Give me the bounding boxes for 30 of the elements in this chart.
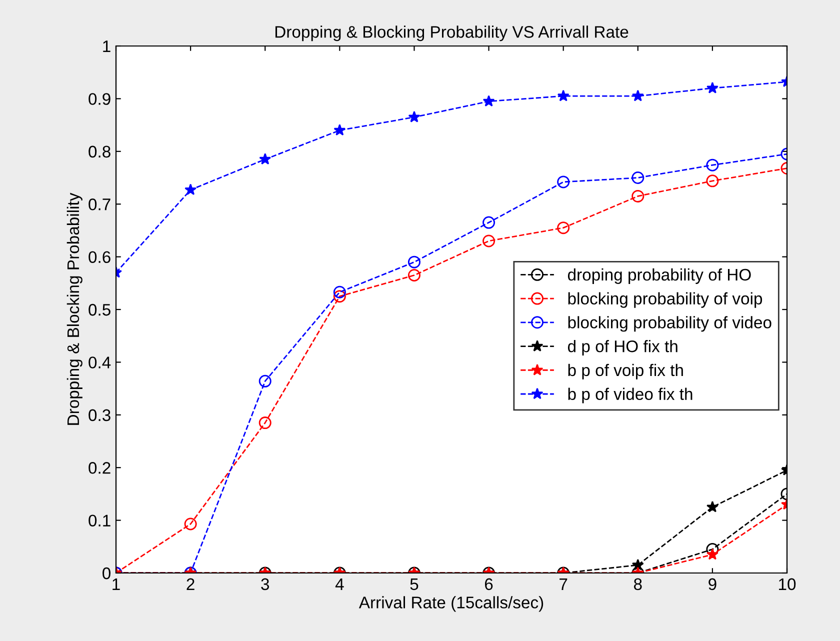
legend-label: blocking probability of video (568, 316, 772, 332)
y-tick-label: 0.4 (88, 356, 111, 368)
x-tick-label: 9 (708, 578, 716, 590)
x-tick-label: 7 (560, 578, 568, 590)
legend-label: droping probability of HO (568, 268, 751, 284)
y-tick-label: 1 (103, 40, 110, 52)
y-tick-label: 0.9 (88, 93, 110, 105)
legend-label: d p of HO fix th (568, 340, 678, 356)
x-tick-label: 2 (186, 578, 194, 590)
y-tick-label: 0.6 (88, 251, 110, 264)
x-tick-label: 4 (335, 578, 344, 590)
y-tick-label: 0.8 (88, 146, 110, 158)
y-axis-title: Dropping & Blocking Probability (66, 192, 82, 425)
legend-label: blocking probability of voip (568, 292, 762, 308)
x-tick-label: 3 (261, 578, 270, 590)
x-tick-label: 6 (484, 578, 493, 590)
y-tick-label: 0.1 (88, 514, 110, 527)
legend-label: b p of voip fix th (568, 364, 683, 380)
y-tick-label: 0 (102, 567, 110, 580)
x-tick-label: 10 (779, 578, 796, 590)
x-tick-label: 1 (112, 578, 120, 590)
y-tick-label: 0.2 (88, 462, 110, 474)
x-axis-title: Arrival Rate (15calls/sec) (358, 596, 544, 612)
legend-label: b p of video fix th (568, 388, 692, 404)
x-tick-label: 8 (634, 578, 642, 590)
x-tick-label: 5 (410, 578, 418, 590)
chart-title: Dropping & Blocking Probability VS Arrivall Rate (275, 26, 628, 42)
y-tick-label: 0.7 (88, 198, 110, 210)
y-tick-label: 0.5 (88, 304, 110, 316)
y-tick-label: 0.3 (88, 409, 110, 422)
